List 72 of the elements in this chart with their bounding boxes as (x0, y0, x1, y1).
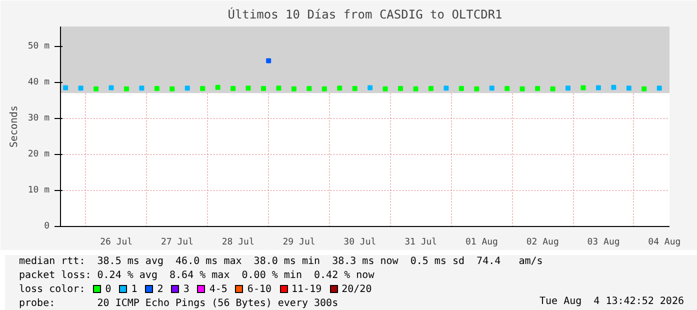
text: probe: 20 ICMP Echo Pings (56 Bytes) every 300s (19, 298, 338, 309)
chart-title: Últimos 10 Días from CASDIG to OLTCDR1 (228, 6, 502, 22)
point (337, 86, 342, 91)
y-tick-label: 10 m (28, 185, 50, 196)
legend-label: 2 (157, 284, 164, 295)
point (108, 85, 114, 90)
point (504, 86, 510, 91)
point (642, 86, 647, 92)
point (382, 86, 388, 92)
text: median rtt: 38.5 ms avg 46.0 ms max 38.0 ms min 38.3 ms now 0.5 ms sd 74.4 am/s (19, 255, 543, 269)
x-tick-label: 30 Jul (344, 238, 376, 248)
y-tick-label: 40 m (28, 77, 50, 88)
point (184, 86, 190, 91)
point (63, 85, 68, 90)
x-tick-label: 29 Jul (282, 238, 316, 248)
point (656, 86, 662, 91)
x-tick-label: 28 Jul (222, 238, 254, 248)
point (261, 86, 266, 91)
point (626, 86, 632, 91)
legend-label: 3 (183, 284, 190, 295)
y-tick-label: 20 m (28, 149, 50, 160)
text: packet loss: 0.24 % avg 8.64 % max 0.00 % min 0.42 % now (19, 269, 376, 283)
point (291, 86, 296, 92)
point (566, 86, 570, 91)
point (535, 86, 540, 91)
point (444, 86, 449, 91)
point (306, 86, 312, 91)
point (154, 86, 160, 91)
legend-label: 1 (131, 284, 138, 295)
x-tick-label: 04 Aug (648, 238, 681, 248)
x-tick-label: 02 Aug (526, 238, 559, 248)
point (474, 86, 480, 92)
x-tick-label: 31 Jul (404, 238, 438, 248)
legend-label: 6-10 (247, 284, 272, 295)
point (550, 86, 556, 92)
point (276, 86, 282, 91)
legend-label: 0 (105, 284, 112, 295)
point (352, 86, 358, 91)
x-tick-label: 03 Aug (587, 238, 620, 248)
point (398, 86, 404, 91)
point (458, 86, 464, 91)
point (215, 84, 220, 90)
y-tick-label: 0 (44, 222, 50, 232)
x-tick-label: 27 Jul (160, 238, 194, 248)
point (428, 86, 434, 91)
point (230, 86, 236, 91)
point (94, 86, 99, 92)
point (520, 86, 525, 92)
x-tick-label: 26 Jul (100, 238, 133, 248)
point (322, 86, 327, 92)
point (368, 85, 373, 90)
text: Tue Aug 4 13:42:52 2026 (540, 295, 684, 309)
y-axis-title: Seconds (8, 105, 20, 148)
point (611, 84, 616, 90)
legend-label: 11-19 (292, 284, 322, 295)
x-tick-label: 01 Aug (465, 238, 498, 248)
point (596, 85, 601, 90)
y-tick-label: 50 m (28, 41, 50, 52)
point (124, 86, 129, 92)
legend-title: loss color: (19, 284, 86, 295)
point (266, 58, 272, 64)
point (489, 86, 494, 91)
legend-label: 20/20 (342, 284, 372, 295)
point (170, 86, 175, 92)
point (200, 86, 206, 91)
point (580, 85, 586, 90)
y-tick-label: 30 m (28, 113, 50, 124)
legend-label: 4-5 (209, 284, 228, 295)
point (78, 86, 84, 91)
point (246, 86, 251, 91)
point (413, 86, 418, 92)
point (139, 86, 144, 91)
